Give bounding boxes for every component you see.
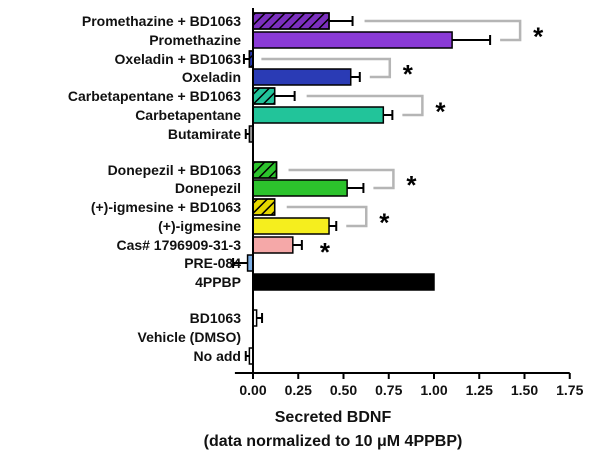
category-label: Promethazine + BD1063	[82, 13, 241, 29]
category-label: Butamirate	[168, 126, 241, 142]
bar	[252, 217, 330, 235]
category-label: Carbetapentane + BD1063	[68, 88, 241, 104]
category-label: Donepezil + BD1063	[108, 162, 242, 178]
bar	[252, 68, 352, 86]
bar	[252, 236, 294, 254]
bar	[252, 106, 385, 124]
bar-hatch	[252, 198, 276, 216]
bars-layer: Promethazine + BD1063 Promethazine Oxeladi…	[68, 12, 544, 365]
significance-star: *	[379, 208, 390, 238]
x-tick-label: 0.25	[285, 382, 312, 398]
axis-layer: 0.00 0.25 0.50 0.75 1.00 1.25 1.50 1.75	[234, 8, 584, 398]
significance-bracket	[286, 205, 368, 228]
significance-star: *	[320, 237, 331, 267]
category-label: Cas# 1796909-31-3	[116, 237, 241, 253]
category-label: Oxeladin + BD1063	[115, 51, 242, 67]
category-label: Promethazine	[149, 32, 241, 48]
significance-bracket	[288, 168, 395, 190]
category-label: (+)-igmesine	[158, 218, 241, 234]
category-label: Vehicle (DMSO)	[138, 329, 241, 345]
x-tick-label: 0.50	[330, 382, 357, 398]
category-label: (+)-igmesine + BD1063	[91, 199, 241, 215]
significance-star: *	[533, 22, 544, 52]
bar	[252, 31, 453, 49]
category-label: BD1063	[190, 310, 242, 326]
category-label: No add	[194, 348, 241, 364]
x-tick-label: 0.75	[375, 382, 402, 398]
category-label: 4PPBP	[195, 274, 241, 290]
x-tick-label: 1.25	[466, 382, 493, 398]
bar	[252, 273, 435, 291]
significance-star: *	[435, 97, 446, 127]
bar-hatch	[252, 87, 276, 105]
category-label: Carbetapentane	[135, 107, 241, 123]
category-label: Oxeladin	[182, 69, 241, 85]
category-label: PRE-084	[184, 255, 241, 271]
x-axis-sublabel: (data normalized to 10 μM 4PPBP)	[204, 433, 463, 450]
x-tick-label: 1.75	[556, 382, 583, 398]
x-axis-label: Secreted BDNF	[275, 409, 392, 426]
bar-hatch	[252, 161, 278, 179]
significance-bracket	[306, 94, 424, 117]
x-tick-label: 1.50	[511, 382, 538, 398]
significance-bracket	[261, 57, 392, 79]
significance-bracket	[364, 19, 522, 42]
x-tick-label: 0.00	[239, 382, 266, 398]
x-tick-label: 1.00	[420, 382, 447, 398]
significance-star: *	[406, 170, 417, 200]
bar	[252, 179, 348, 197]
significance-star: *	[403, 59, 414, 89]
bar-hatch	[252, 12, 330, 30]
category-label: Donepezil	[175, 180, 241, 196]
